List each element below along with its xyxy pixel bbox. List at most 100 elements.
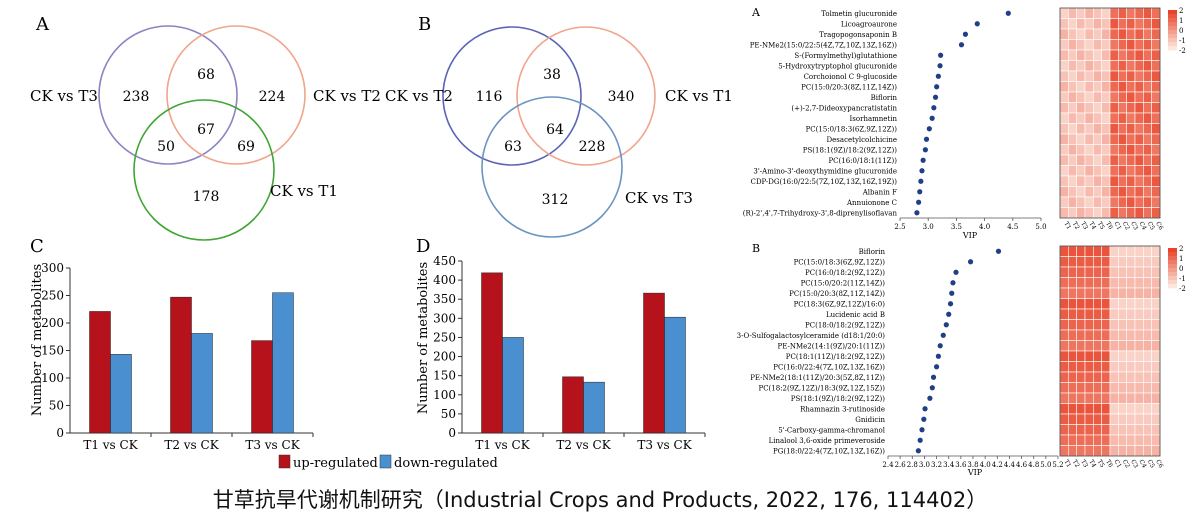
heat-a-col-label: C6 xyxy=(1154,221,1164,232)
heat-b-cell xyxy=(1084,245,1094,257)
heat-a-cell xyxy=(1084,81,1094,93)
heat-b-cell xyxy=(1126,256,1136,268)
heat-a-cell xyxy=(1143,91,1152,103)
heat-a-cell xyxy=(1059,175,1069,187)
bar-d-xtick-label: T1 vs CK xyxy=(475,438,530,452)
heat-a-cell xyxy=(1118,81,1127,93)
heat-a-cell xyxy=(1093,91,1102,103)
heat-a-cell xyxy=(1143,102,1152,114)
heat-b-cell xyxy=(1118,298,1127,310)
heat-b-cell xyxy=(1134,445,1144,457)
heat-b-col-label: T4 xyxy=(1087,459,1097,469)
heat-b-legend-label: 0 xyxy=(1179,265,1183,273)
heat-a-cell xyxy=(1059,39,1069,51)
heat-b-cell xyxy=(1143,403,1152,415)
heat-a-cell xyxy=(1134,112,1144,124)
heat-b-cell xyxy=(1093,361,1102,373)
vip-a-point xyxy=(938,52,944,58)
vip-a-point xyxy=(974,21,980,27)
vip-a-row-label: Tragopogonsaponin B xyxy=(819,31,897,39)
heat-a-cell xyxy=(1059,207,1069,219)
heat-b-cell xyxy=(1059,329,1069,341)
heat-a-cell xyxy=(1151,154,1161,166)
vip-a-row-label: (+)-2,7-Dideoxypancratistatin xyxy=(791,104,897,112)
heat-a-cell xyxy=(1126,112,1136,124)
heat-a-cell xyxy=(1076,28,1086,40)
heat-a-cell xyxy=(1109,7,1119,19)
vip-a-point xyxy=(918,178,924,184)
heat-a-cell xyxy=(1126,81,1136,93)
bar-d-ytick-label: 350 xyxy=(433,292,456,306)
vip-plot-a: A VIP 2.5 3.0 3.5 4.0 4.5 5.0 Tolmetin glucuro… xyxy=(743,6,1047,240)
heat-b-cell xyxy=(1076,287,1086,299)
heat-a-legend-step xyxy=(1168,14,1177,19)
heat-b-cell xyxy=(1059,266,1069,278)
vip-b-point xyxy=(946,311,952,317)
heat-b-cell xyxy=(1151,361,1161,373)
heat-b-cell xyxy=(1126,329,1136,341)
heat-a-cell xyxy=(1134,186,1144,198)
heat-a-cell xyxy=(1126,60,1136,72)
vip-b-xtick-label: 4.0 xyxy=(980,461,991,469)
heat-b-cell xyxy=(1084,413,1094,425)
heat-a-cell xyxy=(1084,91,1094,103)
vip-b-row-label: PC(18:0/18:2(9Z,12Z)) xyxy=(805,321,885,329)
heat-a-cell xyxy=(1101,133,1111,145)
vip-a-point xyxy=(1005,10,1011,16)
heat-a-legend-label: -2 xyxy=(1179,47,1186,55)
vip-b-row-label: Lucidenic acid B xyxy=(826,311,885,319)
heat-a-cell xyxy=(1068,123,1077,135)
heat-b-cell xyxy=(1151,445,1161,457)
heat-a-cell xyxy=(1126,175,1136,187)
heat-b-cell xyxy=(1143,277,1152,289)
heat-a-cell xyxy=(1126,133,1136,145)
vip-a-row-label: Licoagroaurone xyxy=(841,20,897,28)
heat-b-cell xyxy=(1059,256,1069,268)
heat-a-cell xyxy=(1134,207,1144,219)
heat-b-col-label: C6 xyxy=(1154,459,1164,470)
heat-a-cell xyxy=(1059,154,1069,166)
heat-b-legend-label: -1 xyxy=(1179,275,1186,283)
heat-b-cell xyxy=(1151,434,1161,446)
heat-a-cell xyxy=(1068,102,1077,114)
vip-a-point xyxy=(932,94,939,100)
vip-b-row-label: PC(18:2(9Z,12Z)/18:3(9Z,12Z,15Z)) xyxy=(758,384,885,392)
heat-b-cell xyxy=(1093,287,1102,299)
vip-a-xlabel: VIP xyxy=(962,231,978,240)
heat-b-col-label: T6 xyxy=(1104,459,1114,469)
heat-a-col-label: T6 xyxy=(1104,221,1114,231)
vip-a-point xyxy=(931,105,937,111)
bar-c-ylabel: Number of metabolites xyxy=(30,264,45,416)
heat-b-cell xyxy=(1076,266,1086,278)
venn-a-count-all: 67 xyxy=(197,122,215,138)
heat-a-cell xyxy=(1134,39,1144,51)
heat-a-cell xyxy=(1068,39,1077,51)
heat-b-cell xyxy=(1101,319,1111,331)
heat-a-cell xyxy=(1059,49,1069,61)
heat-b-legend-step xyxy=(1168,268,1177,273)
heat-b-cell xyxy=(1118,424,1127,436)
heat-b-cell xyxy=(1059,434,1069,446)
vip-a-point xyxy=(962,31,969,37)
heat-b-cell xyxy=(1068,319,1077,331)
heat-a-cell xyxy=(1126,186,1136,198)
heat-a-cell xyxy=(1134,154,1144,166)
heat-a-cell xyxy=(1076,112,1086,124)
heat-a-cell xyxy=(1084,28,1094,40)
heat-a-cell xyxy=(1126,165,1136,177)
heat-b-cell xyxy=(1059,403,1069,415)
vip-b-xtick-label: 4.6 xyxy=(1016,461,1028,469)
venn-a-count-only-t2: 224 xyxy=(259,89,286,105)
bar-c-bar-up xyxy=(251,340,273,434)
venn-diagram-b: B CK vs T2 CK vs T1 CK vs T3 116 340 38 … xyxy=(385,14,733,238)
bar-d-ylabel: Number of metabolites xyxy=(416,262,431,414)
heat-b-cell xyxy=(1084,340,1094,352)
heat-a-cell xyxy=(1118,70,1127,82)
heat-b-cell xyxy=(1151,403,1161,415)
heat-a-cell xyxy=(1118,112,1127,124)
heat-a-cell xyxy=(1093,207,1102,219)
heat-b-cell xyxy=(1068,245,1077,257)
heat-b-col-label: C2 xyxy=(1121,459,1131,470)
heat-b-cell xyxy=(1059,245,1069,257)
heat-b-cell xyxy=(1118,245,1127,257)
